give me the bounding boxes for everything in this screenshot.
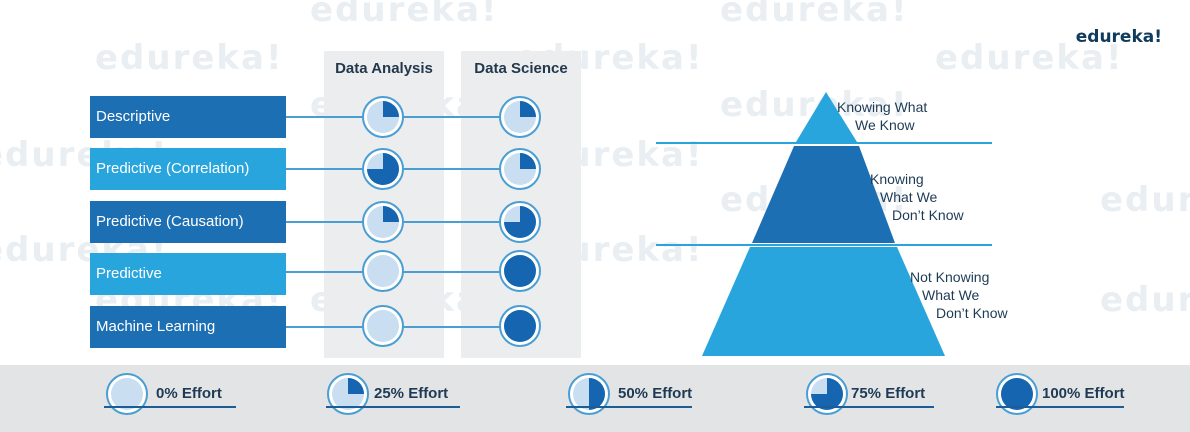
legend-effort-icon (568, 373, 610, 415)
legend-underline (566, 406, 692, 408)
effort-circle-data-science (499, 96, 541, 138)
effort-circle-data-science (499, 305, 541, 347)
legend-effort-icon (806, 373, 848, 415)
watermark: edureka! (720, 0, 909, 30)
legend-underline (804, 406, 934, 408)
pyramid-label-middle: Knowing What We Don’t Know (870, 171, 964, 223)
effort-circle-data-analysis (362, 96, 404, 138)
effort-circle-data-analysis (362, 148, 404, 190)
effort-circle-data-analysis (362, 305, 404, 347)
pyramid-label-top: Knowing What We Know (837, 99, 928, 133)
row-label-predictive-correlation: Predictive (Correlation) (90, 148, 286, 190)
legend-label: 25% Effort (374, 385, 449, 402)
legend-label: 0% Effort (156, 385, 222, 402)
watermark: edureka! (310, 0, 499, 30)
effort-circle-data-analysis (362, 201, 404, 243)
pyramid-divider (656, 142, 992, 144)
legend-label: 100% Effort (1042, 385, 1125, 402)
legend-effort-icon (996, 373, 1038, 415)
effort-circle-data-analysis (362, 250, 404, 292)
watermark: edureka! (1100, 180, 1190, 220)
column-header-data-science: Data Science (474, 60, 568, 77)
watermark: edureka! (95, 38, 284, 78)
brand-logo: edureka! (1075, 27, 1162, 47)
pyramid-level-bottom (702, 247, 945, 356)
pyramid-level-top (796, 92, 857, 142)
legend-effort-icon (327, 373, 369, 415)
effort-circle-data-science (499, 250, 541, 292)
row-label-machine-learning: Machine Learning (90, 306, 286, 348)
pyramid-level-middle (752, 146, 895, 243)
legend-label: 50% Effort (618, 385, 693, 402)
watermark: edureka! (935, 38, 1124, 78)
column-header-data-analysis: Data Analysis (335, 60, 433, 77)
watermark: edureka! (1100, 280, 1190, 320)
pyramid-label-bottom: Not Knowing What We Don’t Know (910, 269, 1008, 321)
legend-underline (104, 406, 236, 408)
effort-circle-data-science (499, 201, 541, 243)
pyramid-divider (656, 244, 992, 246)
legend-effort-icon (106, 373, 148, 415)
row-label-predictive: Predictive (90, 253, 286, 295)
legend-underline (996, 406, 1124, 408)
legend-label: 75% Effort (851, 385, 926, 402)
legend-underline (326, 406, 460, 408)
row-label-predictive-causation: Predictive (Causation) (90, 201, 286, 243)
effort-circle-data-science (499, 148, 541, 190)
row-label-descriptive: Descriptive (90, 96, 286, 138)
